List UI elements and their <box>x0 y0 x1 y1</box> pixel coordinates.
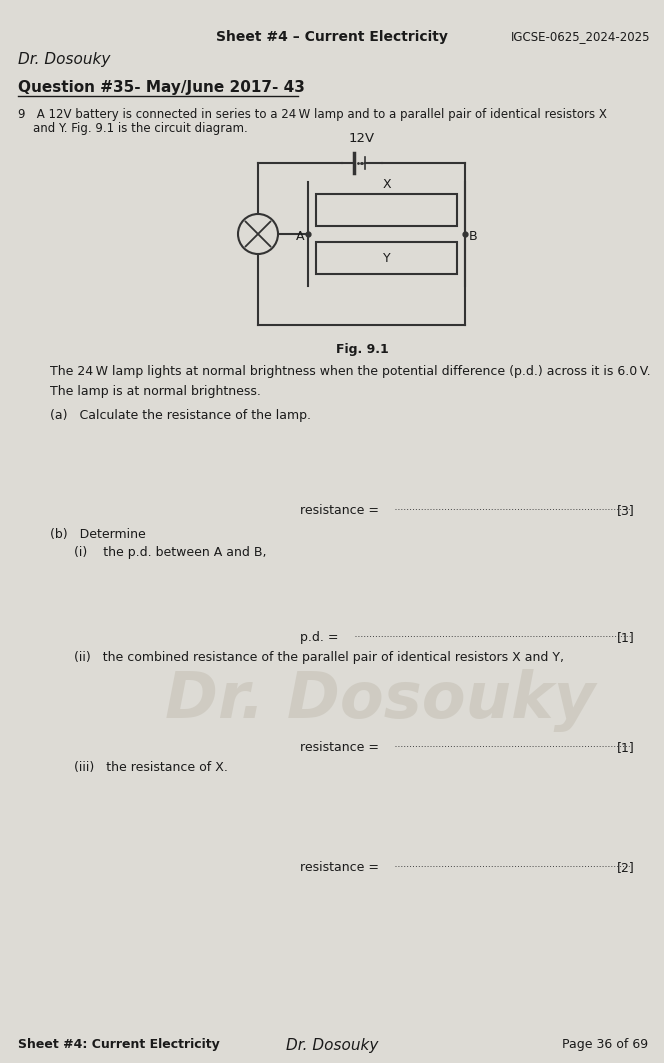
Text: 9   A 12V battery is connected in series to a 24 W lamp and to a parallel pair o: 9 A 12V battery is connected in series t… <box>18 108 607 121</box>
Text: (ii)   the combined resistance of the parallel pair of identical resistors X and: (ii) the combined resistance of the para… <box>50 651 564 664</box>
Text: IGCSE-0625_2024-2025: IGCSE-0625_2024-2025 <box>511 30 650 43</box>
Text: (iii)   the resistance of X.: (iii) the resistance of X. <box>50 761 228 774</box>
Text: The lamp is at normal brightness.: The lamp is at normal brightness. <box>50 385 261 398</box>
Text: X: X <box>382 178 391 191</box>
Circle shape <box>238 214 278 254</box>
Text: (i)    the p.d. between A and B,: (i) the p.d. between A and B, <box>50 546 266 559</box>
Text: Sheet #4 – Current Electricity: Sheet #4 – Current Electricity <box>216 30 448 44</box>
Text: [3]: [3] <box>618 504 635 517</box>
Text: Fig. 9.1: Fig. 9.1 <box>335 343 388 356</box>
Text: [2]: [2] <box>618 861 635 874</box>
Text: Page 36 of 69: Page 36 of 69 <box>562 1037 648 1051</box>
Text: Sheet #4: Current Electricity: Sheet #4: Current Electricity <box>18 1037 220 1051</box>
Text: Dr. Dosouky: Dr. Dosouky <box>286 1037 378 1053</box>
Text: and Y. Fig. 9.1 is the circuit diagram.: and Y. Fig. 9.1 is the circuit diagram. <box>18 122 248 135</box>
Text: Y: Y <box>382 252 390 265</box>
Bar <box>316 242 457 274</box>
Text: resistance =: resistance = <box>300 741 383 754</box>
Text: (b)   Determine: (b) Determine <box>50 528 146 541</box>
Text: Dr. Dosouky: Dr. Dosouky <box>18 52 110 67</box>
Text: resistance =: resistance = <box>300 504 383 517</box>
Text: p.d. =: p.d. = <box>300 631 343 644</box>
Text: Dr. Dosouky: Dr. Dosouky <box>165 669 595 731</box>
Text: [1]: [1] <box>618 741 635 754</box>
Text: Question #35- May/June 2017- 43: Question #35- May/June 2017- 43 <box>18 80 305 95</box>
Text: resistance =: resistance = <box>300 861 383 874</box>
Text: 12V: 12V <box>349 132 375 145</box>
Text: B: B <box>469 230 477 242</box>
Text: (a)   Calculate the resistance of the lamp.: (a) Calculate the resistance of the lamp… <box>50 409 311 422</box>
Text: [1]: [1] <box>618 631 635 644</box>
Bar <box>316 195 457 226</box>
Text: The 24 W lamp lights at normal brightness when the potential difference (p.d.) a: The 24 W lamp lights at normal brightnes… <box>50 365 651 378</box>
Text: A: A <box>295 230 304 242</box>
